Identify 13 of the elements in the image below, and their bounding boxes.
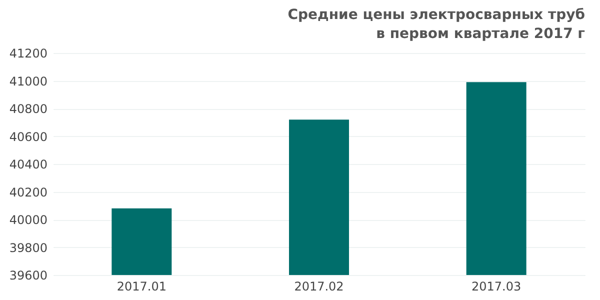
y-tick-label: 40200 [9, 185, 48, 200]
x-tick-label: 2017.01 [116, 280, 166, 294]
y-tick-label: 40600 [9, 130, 48, 144]
y-tick-label: 40800 [9, 102, 48, 116]
y-tick-label: 41000 [9, 74, 48, 88]
y-tick-label: 40000 [9, 213, 48, 227]
y-tick-label: 41200 [9, 46, 48, 60]
y-tick-label: 40400 [9, 158, 48, 172]
chart-title: Средние цены электросварных труб в первом квартале 2017 г [288, 7, 586, 42]
y-tick-label: 39600 [9, 268, 48, 282]
y-tick-label: 39800 [9, 240, 48, 255]
x-tick-label: 2017.03 [472, 280, 522, 294]
x-tick-label: 2017.02 [294, 280, 344, 294]
